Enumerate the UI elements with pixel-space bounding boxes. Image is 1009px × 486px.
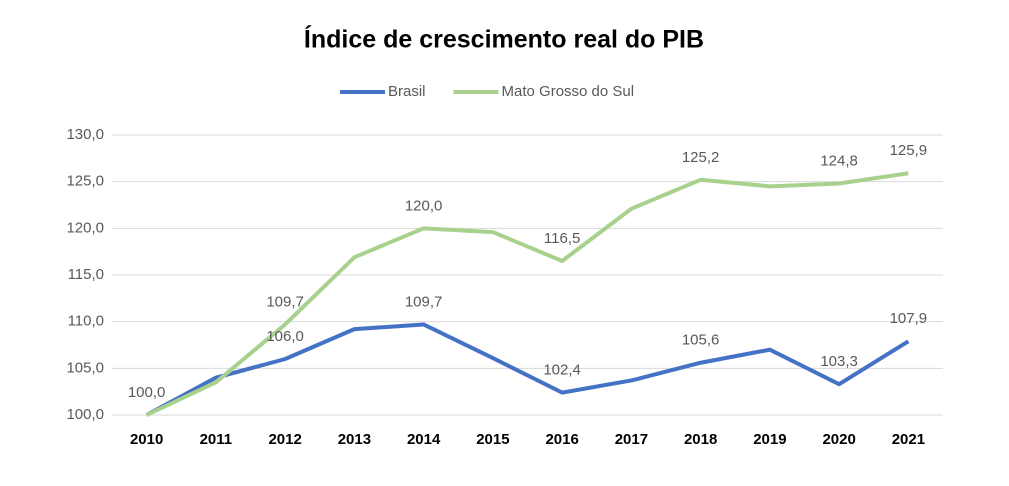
y-tick-label: 105,0: [66, 359, 104, 376]
data-label: 125,9: [890, 142, 928, 159]
data-label: 120,0: [405, 197, 443, 214]
chart-title: Índice de crescimento real do PIB: [304, 25, 704, 54]
x-tick-label: 2019: [753, 431, 786, 448]
data-label: 100,0: [128, 384, 166, 401]
y-tick-label: 130,0: [66, 126, 104, 143]
data-label: 106,0: [266, 328, 304, 345]
data-label: 107,9: [890, 310, 928, 327]
y-tick-label: 100,0: [66, 406, 104, 423]
series-line: [145, 322, 910, 417]
data-label: 124,8: [820, 153, 858, 170]
data-label: 105,6: [682, 332, 720, 349]
x-tick-label: 2017: [615, 431, 648, 448]
x-tick-label: 2016: [545, 431, 578, 448]
x-tick-label: 2014: [407, 431, 441, 448]
x-tick-label: 2010: [130, 431, 163, 448]
y-tick-label: 125,0: [66, 173, 104, 190]
x-tick-label: 2020: [822, 431, 855, 448]
y-tick-label: 120,0: [66, 219, 104, 236]
data-label: 102,4: [543, 362, 581, 379]
x-tick-label: 2011: [200, 431, 233, 448]
legend-label: Brasil: [388, 83, 426, 100]
x-tick-label: 2021: [892, 431, 925, 448]
data-label: 109,7: [405, 293, 443, 310]
data-label: 109,7: [266, 293, 304, 310]
series-line: [145, 171, 909, 417]
data-label: 125,2: [682, 149, 720, 166]
x-tick-label: 2018: [684, 431, 717, 448]
y-tick-label: 110,0: [68, 313, 104, 330]
data-label: 103,3: [820, 353, 858, 370]
y-tick-label: 115,0: [68, 266, 104, 283]
x-tick-label: 2012: [268, 431, 301, 448]
x-tick-label: 2013: [338, 431, 371, 448]
x-tick-label: 2015: [476, 431, 509, 448]
data-label: 116,5: [544, 230, 580, 247]
legend-label: Mato Grosso do Sul: [502, 83, 635, 100]
